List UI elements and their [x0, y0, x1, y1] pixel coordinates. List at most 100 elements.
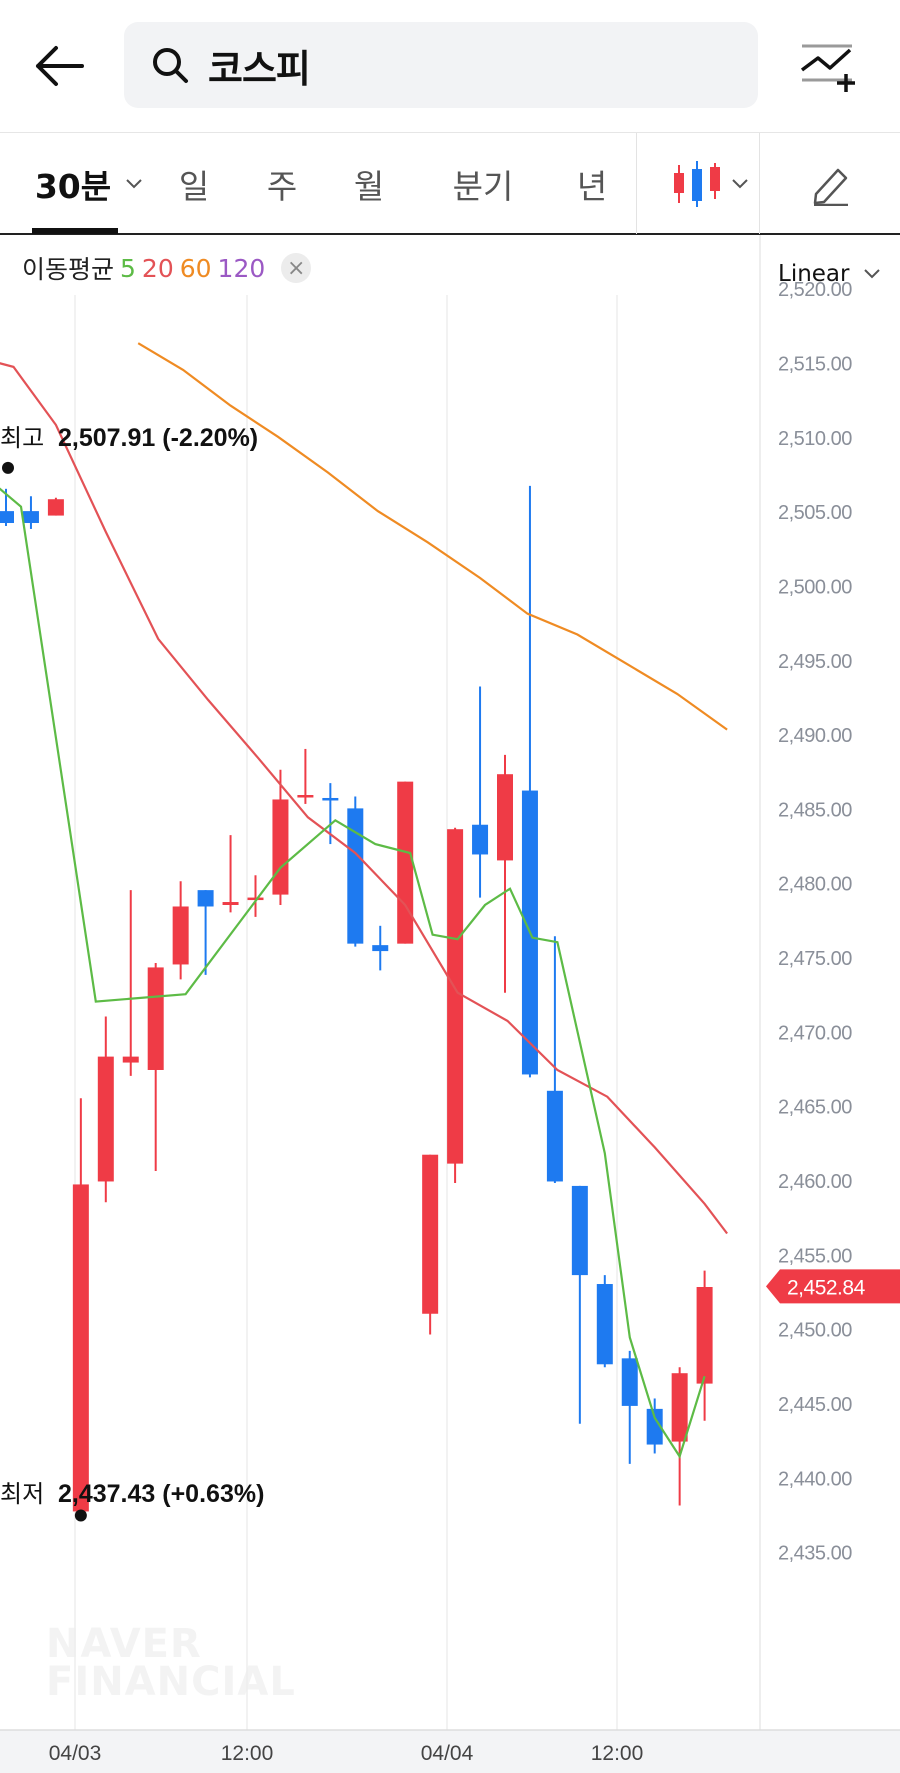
x-tick-label: 12:00 [591, 1742, 644, 1765]
x-axis-background [0, 1730, 900, 1773]
y-tick-label: 2,465.00 [778, 1097, 852, 1119]
candle-body [297, 795, 314, 798]
candle-body [347, 808, 364, 944]
candle-body [97, 1056, 114, 1182]
draw-tool-button[interactable] [790, 133, 870, 234]
moving-average-legend: 이동평균 5 20 60 120 × [22, 247, 312, 289]
candle-body [122, 1056, 139, 1063]
divider [636, 133, 637, 234]
search-query: 코스피 [208, 46, 311, 91]
chevron-down-icon [864, 269, 881, 279]
active-tab-indicator [32, 228, 118, 234]
watermark-logo: NAVER FINANCIAL [46, 1621, 296, 1705]
y-tick-label: 2,500.00 [778, 576, 852, 598]
x-tick-label: 04/04 [421, 1742, 474, 1765]
tab-week[interactable]: 주 [266, 166, 298, 206]
low-label: 최저 [0, 1480, 44, 1508]
candle-body [621, 1358, 638, 1406]
candle-body [72, 1184, 89, 1512]
y-tick-label: 2,490.00 [778, 725, 852, 747]
y-tick-label: 2,485.00 [778, 799, 852, 821]
candle-body [47, 499, 64, 516]
tab-quarter[interactable]: 분기 [452, 166, 514, 206]
legend-ma60: 60 [179, 253, 212, 283]
tab-day[interactable]: 일 [178, 166, 210, 206]
candle-body [22, 511, 39, 524]
ma20-line [0, 362, 728, 1235]
scale-select[interactable]: Linear [778, 261, 881, 287]
candle-body [322, 797, 339, 801]
tab-year[interactable]: 년 [576, 166, 608, 206]
candle-body [397, 781, 414, 944]
tab-label: 30분 [34, 166, 112, 206]
y-tick-label: 2,515.00 [778, 353, 852, 375]
price-chart[interactable]: NAVER FINANCIAL 2,520.00 2,515.00 2,510.00 2… [0, 235, 900, 1773]
candle-body [646, 1408, 663, 1445]
candle-body [497, 774, 513, 861]
y-tick-label: 2,470.00 [778, 1022, 852, 1044]
candle-body [247, 897, 264, 901]
candle-body [447, 829, 464, 1164]
candle-body [696, 1286, 713, 1384]
high-value: 2,507.91 (-2.20%) [58, 424, 258, 452]
y-tick-label: 2,445.00 [778, 1394, 852, 1416]
candle-body [472, 824, 489, 855]
tab-month[interactable]: 월 [353, 166, 385, 206]
chart-type-button[interactable] [660, 133, 760, 234]
current-price-label: 2,452.84 [787, 1276, 866, 1299]
top-bar: 코스피 [0, 0, 900, 132]
close-icon[interactable]: × [281, 253, 312, 283]
plot-area [0, 342, 728, 1516]
back-button[interactable] [30, 36, 90, 96]
candle-body [272, 799, 289, 895]
legend-ma20: 20 [141, 253, 174, 283]
candle-body [671, 1373, 688, 1442]
low-value: 2,437.43 (+0.63%) [58, 1480, 264, 1508]
ma5-line [0, 487, 706, 1459]
tab-30min[interactable]: 30분 [34, 133, 144, 234]
y-tick-label: 2,440.00 [778, 1468, 852, 1490]
legend-label: 이동평균 [22, 255, 115, 284]
legend-ma120: 120 [217, 253, 266, 283]
current-price-tag [766, 1269, 900, 1304]
chart-canvas[interactable]: 2,520.00 2,515.00 2,510.00 2,505.00 2,500.00… [0, 235, 900, 1773]
candle-body [422, 1154, 439, 1314]
y-tick-label: 2,520.00 [778, 279, 852, 301]
x-tick-label: 12:00 [221, 1742, 274, 1765]
y-tick-label: 2,510.00 [778, 428, 852, 450]
candle-body [222, 902, 239, 905]
chart-add-icon [800, 44, 855, 92]
legend-ma5: 5 [120, 253, 136, 283]
search-box[interactable]: 코스피 [124, 22, 758, 108]
arrow-left-icon [36, 46, 84, 86]
candle-body [372, 945, 389, 952]
candle-body [546, 1090, 563, 1182]
y-tick-label: 2,480.00 [778, 874, 852, 896]
chevron-down-icon [126, 178, 142, 188]
high-marker [2, 461, 14, 474]
y-tick-label: 2,455.00 [778, 1245, 852, 1267]
period-tabs: 30분 일 주 월 분기 년 [0, 132, 900, 235]
y-tick-label: 2,450.00 [778, 1320, 852, 1342]
candlestick-icon [674, 160, 720, 207]
candle-body [0, 511, 14, 524]
compare-chart-button[interactable] [796, 40, 860, 96]
y-tick-label: 2,505.00 [778, 502, 852, 524]
ma60-line [137, 342, 728, 731]
candle-body [596, 1284, 613, 1365]
candle-body [197, 890, 214, 907]
divider [759, 133, 760, 234]
candle-body [147, 967, 164, 1070]
y-tick-label: 2,495.00 [778, 651, 852, 673]
candle-body [172, 906, 189, 965]
y-tick-label: 2,475.00 [778, 948, 852, 970]
high-label: 최고 [0, 424, 44, 452]
scale-label: Linear [778, 261, 850, 287]
y-tick-label: 2,460.00 [778, 1171, 852, 1193]
candle-body [571, 1185, 588, 1276]
pencil-icon [813, 168, 848, 206]
x-tick-label: 04/03 [49, 1742, 102, 1765]
low-marker [74, 1509, 87, 1522]
search-icon [148, 43, 192, 87]
chevron-down-icon [732, 178, 748, 188]
